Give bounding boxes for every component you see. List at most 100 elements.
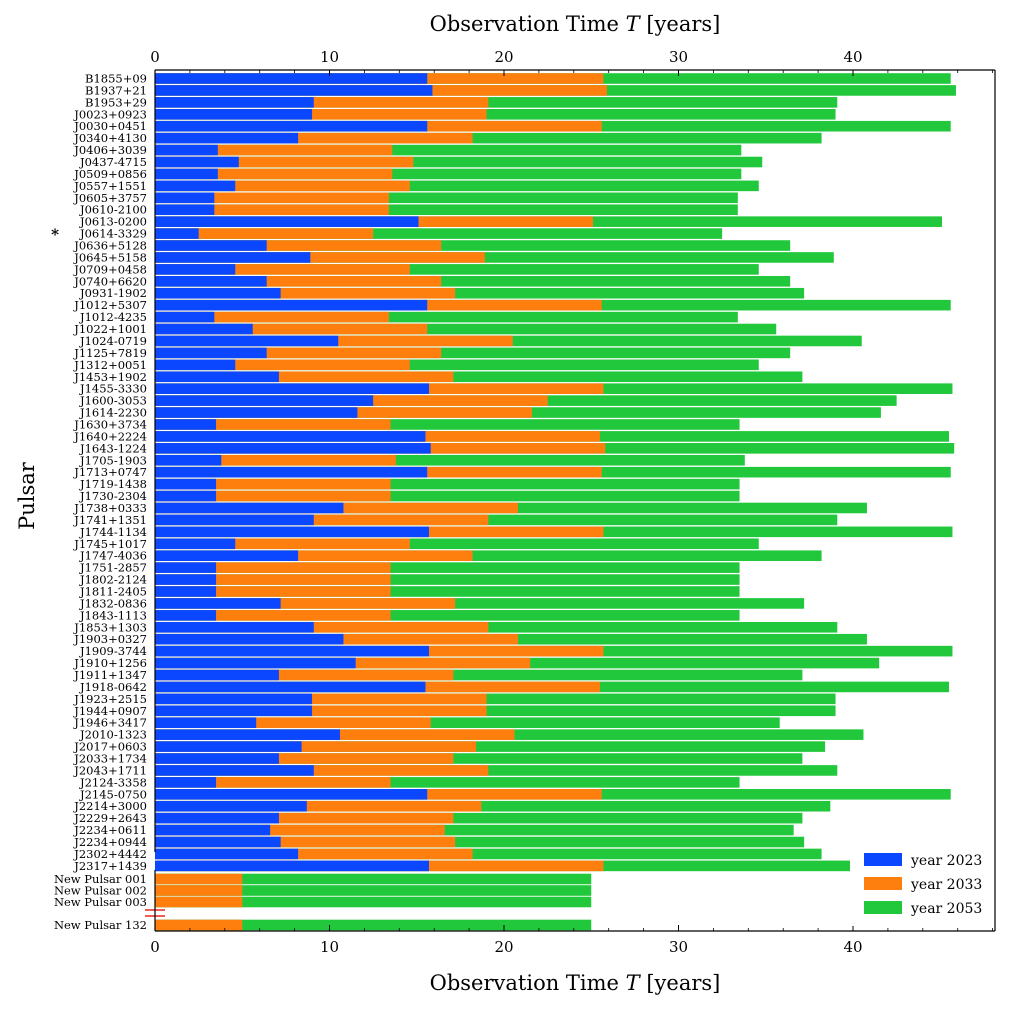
pulsar-bar-10-year2033 — [155, 192, 389, 204]
pulsar-bar-32-year2033 — [155, 454, 396, 466]
pulsar-bar-39-year2053 — [155, 538, 759, 550]
pulsar-bar-23-year2023 — [155, 347, 267, 359]
pulsar-bar-16-year2023 — [155, 264, 236, 275]
pulsar-bar-16-year2053 — [155, 264, 759, 275]
pulsar-bar-6-year2023 — [155, 144, 218, 156]
pulsar-bar-65-year2053 — [155, 848, 822, 860]
pulsar-bar-47-year2023 — [155, 633, 344, 645]
pulsar-bar-60-year2023 — [155, 789, 428, 800]
pulsar-label-2: B1953+29 — [85, 95, 147, 109]
pulsar-bar-8-year2033 — [155, 168, 393, 180]
legend-label-2033: year 2033 — [910, 877, 982, 893]
pulsar-bar-57-year2033 — [155, 753, 454, 764]
pulsar-bar-59-year2033 — [155, 777, 391, 788]
pulsar-bar-18-year2033 — [155, 287, 456, 299]
new-pulsar-bar-1-year2053 — [155, 885, 592, 896]
pulsar-bar-45-year2053 — [155, 610, 740, 621]
legend-swatch-2053 — [864, 901, 902, 914]
legend-swatch-2023 — [864, 853, 902, 866]
pulsar-bar-20-year2023 — [155, 311, 215, 323]
pulsar-bar-0-year2023 — [155, 73, 428, 84]
pulsar-bar-18-year2023 — [155, 287, 281, 299]
pulsar-bar-64-year2023 — [155, 836, 281, 848]
pulsar-bar-11-year2033 — [155, 204, 389, 216]
pulsar-label-64: J2234+0944 — [73, 835, 147, 849]
pulsar-bar-6-year2053 — [155, 144, 742, 156]
bottom-tick-label-2: 20 — [494, 938, 513, 956]
pulsar-label-62: J2229+2643 — [73, 811, 147, 825]
pulsar-bar-4-year2023 — [155, 120, 428, 132]
pulsar-bar-35-year2033 — [155, 490, 391, 502]
new-pulsar-bar-2-year2053 — [155, 896, 592, 908]
pulsar-bar-46-year2053 — [155, 621, 838, 633]
pulsar-bar-59-year2023 — [155, 777, 217, 788]
pulsar-bar-58-year2023 — [155, 765, 314, 776]
pulsar-label-9: J0557+1551 — [73, 179, 147, 193]
pulsar-label-42: J1802-2124 — [79, 573, 147, 587]
new-pulsar-bar-3-year2033 — [155, 919, 243, 931]
pulsar-bar-33-year2023 — [155, 466, 428, 478]
pulsar-bar-3-year2023 — [155, 108, 313, 120]
new-pulsar-label-0: New Pulsar 001 — [54, 872, 147, 886]
pulsar-bar-63-year2053 — [155, 824, 794, 836]
pulsar-bar-10-year2023 — [155, 192, 215, 204]
pulsar-label-56: J2017+0603 — [73, 740, 147, 754]
pulsar-bar-54-year2053 — [155, 717, 780, 729]
pulsar-label-63: J2234+0611 — [73, 823, 147, 837]
pulsar-bar-56-year2033 — [155, 741, 477, 752]
pulsar-bar-57-year2053 — [155, 753, 803, 764]
pulsar-bar-20-year2053 — [155, 311, 738, 323]
pulsar-bar-37-year2023 — [155, 514, 314, 526]
pulsar-bar-42-year2033 — [155, 574, 391, 585]
pulsar-bar-32-year2023 — [155, 454, 222, 466]
pulsar-bar-43-year2033 — [155, 586, 391, 597]
pulsar-bar-9-year2033 — [155, 180, 410, 192]
pulsar-label-59: J2124-3358 — [79, 775, 147, 789]
pulsar-label-36: J1738+0333 — [73, 501, 147, 515]
pulsar-bar-40-year2053 — [155, 550, 822, 561]
pulsar-label-4: J0030+0451 — [73, 119, 147, 133]
pulsar-label-25: J1453+1902 — [73, 370, 147, 384]
pulsar-bar-7-year2053 — [155, 156, 763, 168]
pulsar-bar-17-year2053 — [155, 276, 791, 287]
pulsar-bar-8-year2053 — [155, 168, 742, 180]
pulsar-bar-6-year2033 — [155, 144, 393, 156]
pulsar-label-43: J1811-2405 — [79, 584, 147, 598]
pulsar-label-37: J1741+1351 — [73, 513, 147, 527]
pulsar-bar-44-year2023 — [155, 598, 281, 609]
pulsar-label-58: J2043+1711 — [73, 763, 147, 777]
pulsar-label-30: J1640+2224 — [73, 429, 147, 443]
pulsar-bar-1-year2023 — [155, 85, 433, 96]
pulsar-label-61: J2214+3000 — [73, 799, 147, 813]
pulsar-label-19: J1012+5307 — [73, 298, 147, 312]
bars-layer — [155, 73, 956, 931]
pulsar-bar-18-year2053 — [155, 287, 805, 299]
pulsar-bar-14-year2053 — [155, 240, 791, 251]
pulsar-bar-44-year2053 — [155, 598, 805, 609]
pulsar-label-16: J0709+0458 — [73, 262, 147, 276]
pulsar-bar-29-year2033 — [155, 419, 391, 430]
pulsar-label-32: J1705-1903 — [79, 453, 147, 467]
marker-star: * — [51, 226, 59, 244]
pulsar-bar-25-year2023 — [155, 371, 279, 383]
pulsar-bar-13-year2023 — [155, 228, 199, 239]
pulsar-label-41: J1751-2857 — [79, 561, 147, 575]
pulsar-bar-65-year2033 — [155, 848, 473, 860]
pulsar-bar-13-year2053 — [155, 228, 723, 239]
pulsar-label-53: J1944+0907 — [73, 704, 147, 718]
pulsar-bar-54-year2023 — [155, 717, 257, 729]
pulsar-bar-62-year2023 — [155, 812, 279, 824]
pulsar-bar-2-year2053 — [155, 97, 838, 108]
pulsar-bar-36-year2023 — [155, 502, 344, 514]
pulsar-bar-34-year2053 — [155, 478, 740, 490]
pulsar-bar-14-year2023 — [155, 240, 267, 251]
pulsar-bar-61-year2033 — [155, 800, 482, 812]
top-tick-label-4: 40 — [843, 48, 862, 66]
legend-label-2023: year 2023 — [910, 853, 982, 869]
pulsar-bar-19-year2023 — [155, 299, 428, 311]
pulsar-bar-3-year2033 — [155, 108, 487, 120]
pulsar-bar-29-year2023 — [155, 419, 217, 430]
pulsar-bar-2-year2033 — [155, 97, 489, 108]
pulsar-bar-25-year2053 — [155, 371, 803, 383]
